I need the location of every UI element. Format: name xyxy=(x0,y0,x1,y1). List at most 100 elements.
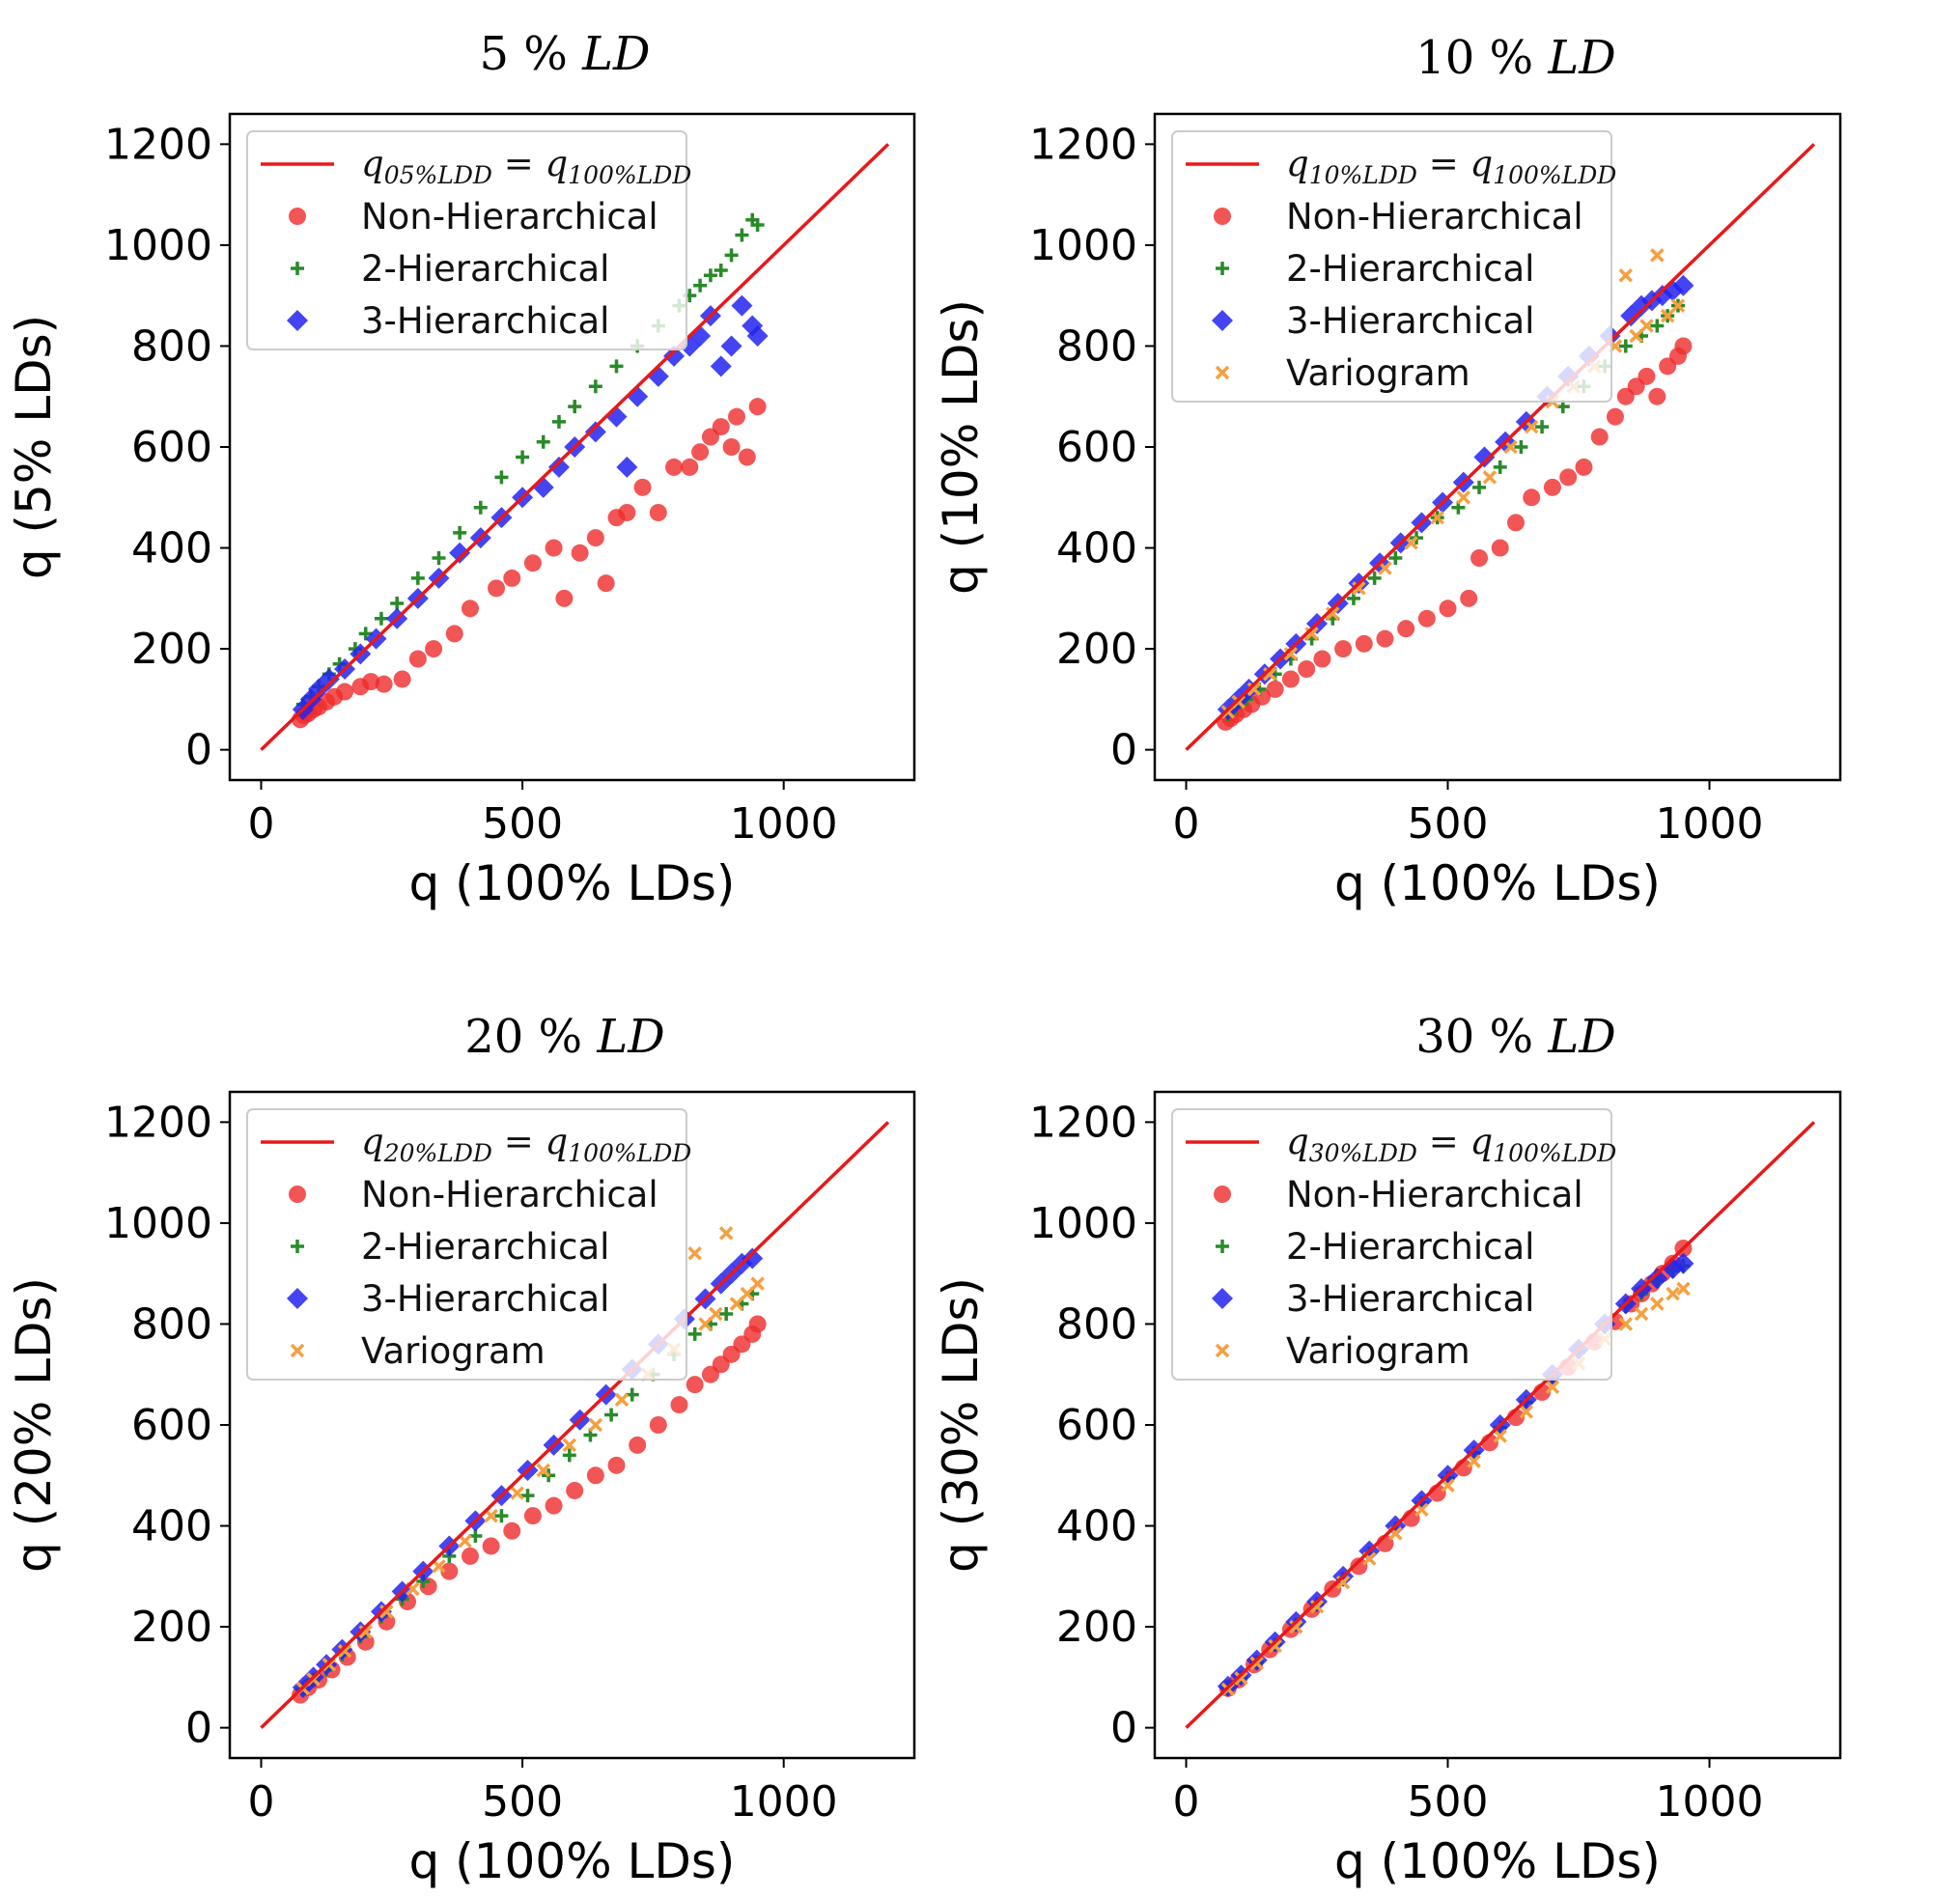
panel-title: 30 % LD xyxy=(1415,1010,1616,1064)
data-point xyxy=(1545,1380,1560,1395)
data-point xyxy=(1456,490,1471,505)
data-point xyxy=(1298,660,1316,678)
legend-marker xyxy=(287,1288,308,1309)
data-point xyxy=(1543,478,1561,496)
data-point xyxy=(516,450,530,464)
x-axis-label: q (100% LDs) xyxy=(409,1833,736,1889)
y-tick-label: 1200 xyxy=(1029,120,1137,169)
data-point xyxy=(1467,1454,1481,1468)
data-point xyxy=(1388,551,1403,565)
x-axis-label: q (100% LDs) xyxy=(1334,1833,1661,1889)
data-point xyxy=(731,294,753,317)
data-point xyxy=(494,1509,509,1523)
data-point xyxy=(1660,308,1675,323)
data-point xyxy=(432,1559,446,1574)
x-tick-label: 1000 xyxy=(1656,799,1764,849)
panel-title-prefix: 30 % xyxy=(1415,1010,1548,1064)
data-point xyxy=(1618,1317,1634,1331)
legend: q10%LDD = q100%LDD Non-Hierarchical 2-Hier… xyxy=(1171,130,1616,403)
data-point xyxy=(410,571,425,585)
y-tick-label: 400 xyxy=(1056,524,1137,573)
data-point xyxy=(449,542,471,564)
data-point xyxy=(649,1416,667,1434)
x-tick-label: 0 xyxy=(1173,1777,1200,1827)
data-point xyxy=(618,503,636,521)
y-tick-label: 1000 xyxy=(1029,221,1137,270)
legend-label: 3-Hierarchical xyxy=(361,1278,609,1320)
legend-marker xyxy=(1216,1240,1229,1253)
legend-label: 3-Hierarchical xyxy=(361,300,609,342)
legend-marker xyxy=(1214,208,1231,225)
y-tick-label: 600 xyxy=(131,1401,212,1450)
x-axis-label: q (100% LDs) xyxy=(409,855,736,911)
legend-label: Non-Hierarchical xyxy=(1286,196,1583,237)
legend: q20%LDD = q100%LDD Non-Hierarchical 2-Hier… xyxy=(246,1108,691,1381)
data-point xyxy=(568,400,582,414)
data-point xyxy=(663,345,686,367)
chart-panel: 30 % LD 0 200 400 600 800 1000 1200 0 500 1000 q (1… xyxy=(933,1010,1842,1889)
data-point xyxy=(336,683,354,701)
data-point xyxy=(520,1489,535,1503)
data-point xyxy=(1482,470,1498,485)
data-point xyxy=(609,359,624,374)
data-point xyxy=(523,554,542,572)
data-point xyxy=(588,379,602,394)
data-point xyxy=(748,398,767,416)
legend-box xyxy=(1171,1108,1612,1381)
data-point xyxy=(670,1396,688,1414)
data-point xyxy=(545,539,563,557)
panel-title-prefix: 10 % xyxy=(1415,31,1548,85)
data-point xyxy=(337,1643,352,1659)
data-point xyxy=(742,1247,764,1270)
data-point xyxy=(712,418,730,436)
y-tick-label: 800 xyxy=(131,321,212,371)
data-point xyxy=(691,443,710,461)
data-point xyxy=(510,1486,524,1500)
data-point xyxy=(1309,1599,1325,1614)
data-point xyxy=(425,640,443,658)
y-tick-label: 200 xyxy=(1056,625,1137,674)
data-point xyxy=(1234,1671,1248,1686)
data-point xyxy=(1629,328,1643,344)
data-point xyxy=(597,574,615,593)
data-point xyxy=(1519,1405,1534,1419)
data-point xyxy=(1670,298,1686,313)
series-variogram xyxy=(295,1226,765,1696)
data-point xyxy=(687,1326,702,1341)
data-point xyxy=(719,1307,734,1321)
data-point xyxy=(523,1507,542,1525)
data-point xyxy=(586,1466,604,1485)
data-point xyxy=(461,600,479,618)
data-point xyxy=(536,1463,550,1478)
x-tick-label: 500 xyxy=(1408,1777,1489,1827)
data-point xyxy=(562,1448,576,1463)
data-point xyxy=(746,325,769,347)
data-point xyxy=(1639,319,1654,333)
legend-marker xyxy=(289,208,306,225)
data-point xyxy=(458,1533,472,1549)
data-point xyxy=(649,503,667,521)
legend-box xyxy=(246,1108,687,1381)
y-tick-label: 400 xyxy=(131,524,212,573)
legend-label: 2-Hierarchical xyxy=(1286,1226,1534,1268)
legend-label: 2-Hierarchical xyxy=(361,1226,609,1268)
data-point xyxy=(482,1537,500,1555)
data-point xyxy=(1281,670,1300,688)
panel-title-italic: LD xyxy=(1547,31,1615,85)
legend-marker xyxy=(287,310,308,331)
data-point xyxy=(390,597,405,611)
data-point xyxy=(647,365,669,387)
y-tick-label: 800 xyxy=(1056,321,1137,371)
data-point xyxy=(1249,1656,1264,1670)
data-point xyxy=(1672,1252,1694,1274)
y-tick-label: 0 xyxy=(185,1704,212,1753)
data-point xyxy=(1575,458,1593,476)
y-tick-label: 200 xyxy=(131,1603,212,1652)
data-point xyxy=(616,456,638,478)
data-point xyxy=(545,1496,563,1515)
legend-label: Non-Hierarchical xyxy=(361,196,658,237)
data-point xyxy=(750,1276,765,1291)
data-point xyxy=(605,405,628,428)
data-point xyxy=(1417,609,1436,628)
plot-area xyxy=(260,143,890,751)
